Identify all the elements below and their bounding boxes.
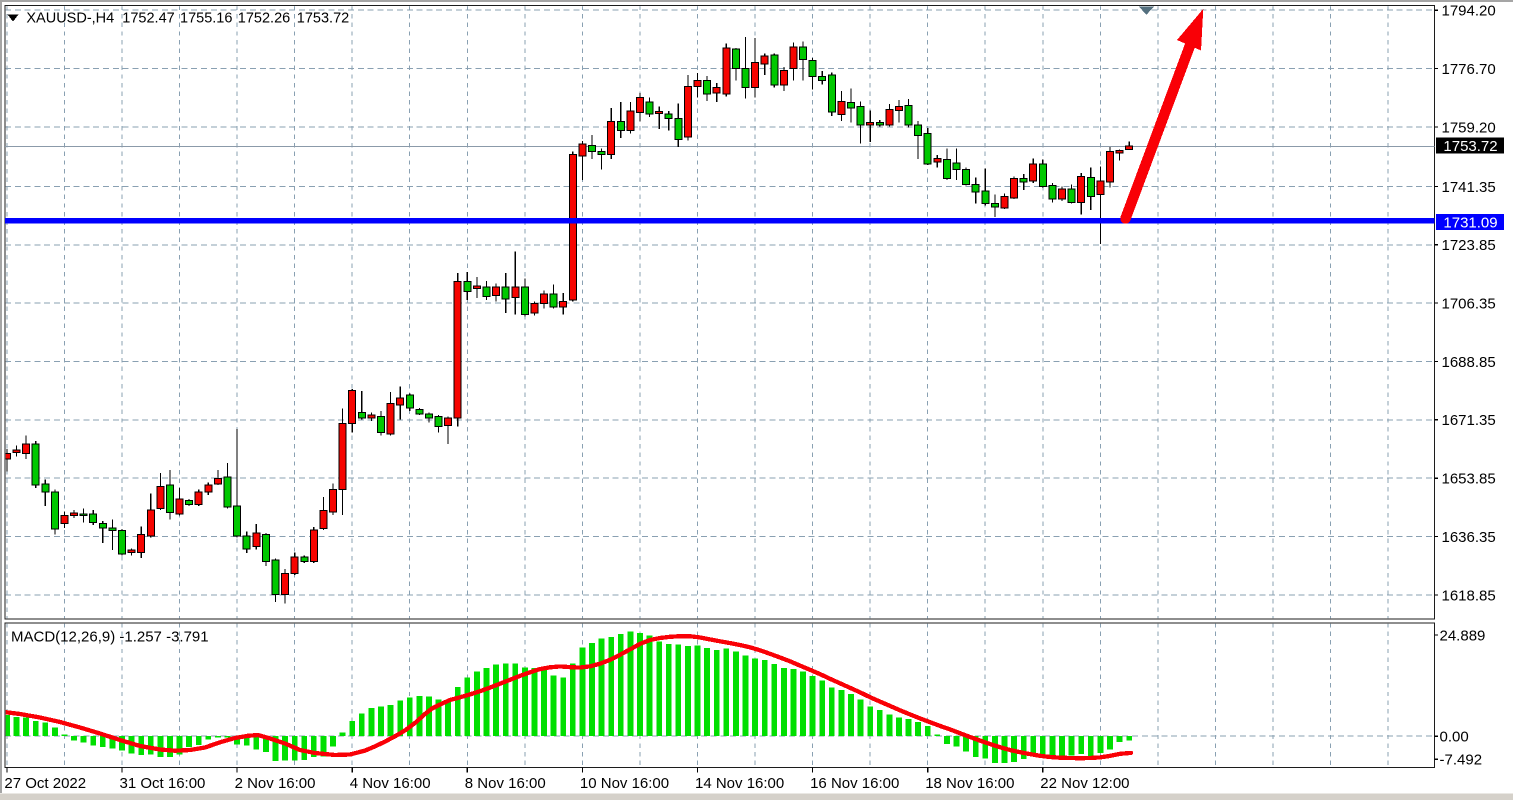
svg-text:31 Oct 16:00: 31 Oct 16:00	[120, 775, 206, 792]
svg-text:14 Nov 16:00: 14 Nov 16:00	[695, 775, 784, 792]
svg-text:18 Nov 16:00: 18 Nov 16:00	[925, 775, 1014, 792]
svg-text:1706.35: 1706.35	[1442, 296, 1496, 313]
svg-text:0.00: 0.00	[1440, 729, 1469, 746]
svg-text:4 Nov 16:00: 4 Nov 16:00	[350, 775, 431, 792]
svg-text:-7.492: -7.492	[1440, 752, 1483, 769]
svg-text:2 Nov 16:00: 2 Nov 16:00	[235, 775, 316, 792]
svg-text:1776.70: 1776.70	[1442, 61, 1496, 78]
svg-text:22 Nov 12:00: 22 Nov 12:00	[1040, 775, 1129, 792]
svg-text:1731.09: 1731.09	[1443, 215, 1497, 232]
svg-text:1753.72: 1753.72	[1443, 138, 1497, 155]
svg-text:24.889: 24.889	[1440, 627, 1486, 644]
svg-text:1653.85: 1653.85	[1442, 471, 1496, 488]
svg-text:10 Nov 16:00: 10 Nov 16:00	[580, 775, 669, 792]
svg-text:1723.85: 1723.85	[1442, 237, 1496, 254]
svg-text:8 Nov 16:00: 8 Nov 16:00	[465, 775, 546, 792]
svg-text:1636.35: 1636.35	[1442, 529, 1496, 546]
svg-text:1671.35: 1671.35	[1442, 412, 1496, 429]
svg-text:1794.20: 1794.20	[1442, 3, 1496, 20]
svg-text:27 Oct 2022: 27 Oct 2022	[4, 775, 86, 792]
svg-text:1759.20: 1759.20	[1442, 119, 1496, 136]
svg-text:1618.85: 1618.85	[1442, 587, 1496, 604]
svg-text:MACD(12,26,9) -1.257 -3.791: MACD(12,26,9) -1.257 -3.791	[11, 629, 209, 646]
svg-text:1752.47: 1752.47	[122, 11, 174, 27]
svg-text:1752.26: 1752.26	[238, 11, 290, 27]
svg-text:XAUUSD-,H4: XAUUSD-,H4	[26, 11, 114, 27]
svg-text:1688.85: 1688.85	[1442, 354, 1496, 371]
svg-text:16 Nov 16:00: 16 Nov 16:00	[810, 775, 899, 792]
svg-text:1755.16: 1755.16	[180, 11, 232, 27]
svg-text:1741.35: 1741.35	[1442, 179, 1496, 196]
svg-text:1753.72: 1753.72	[297, 11, 349, 27]
